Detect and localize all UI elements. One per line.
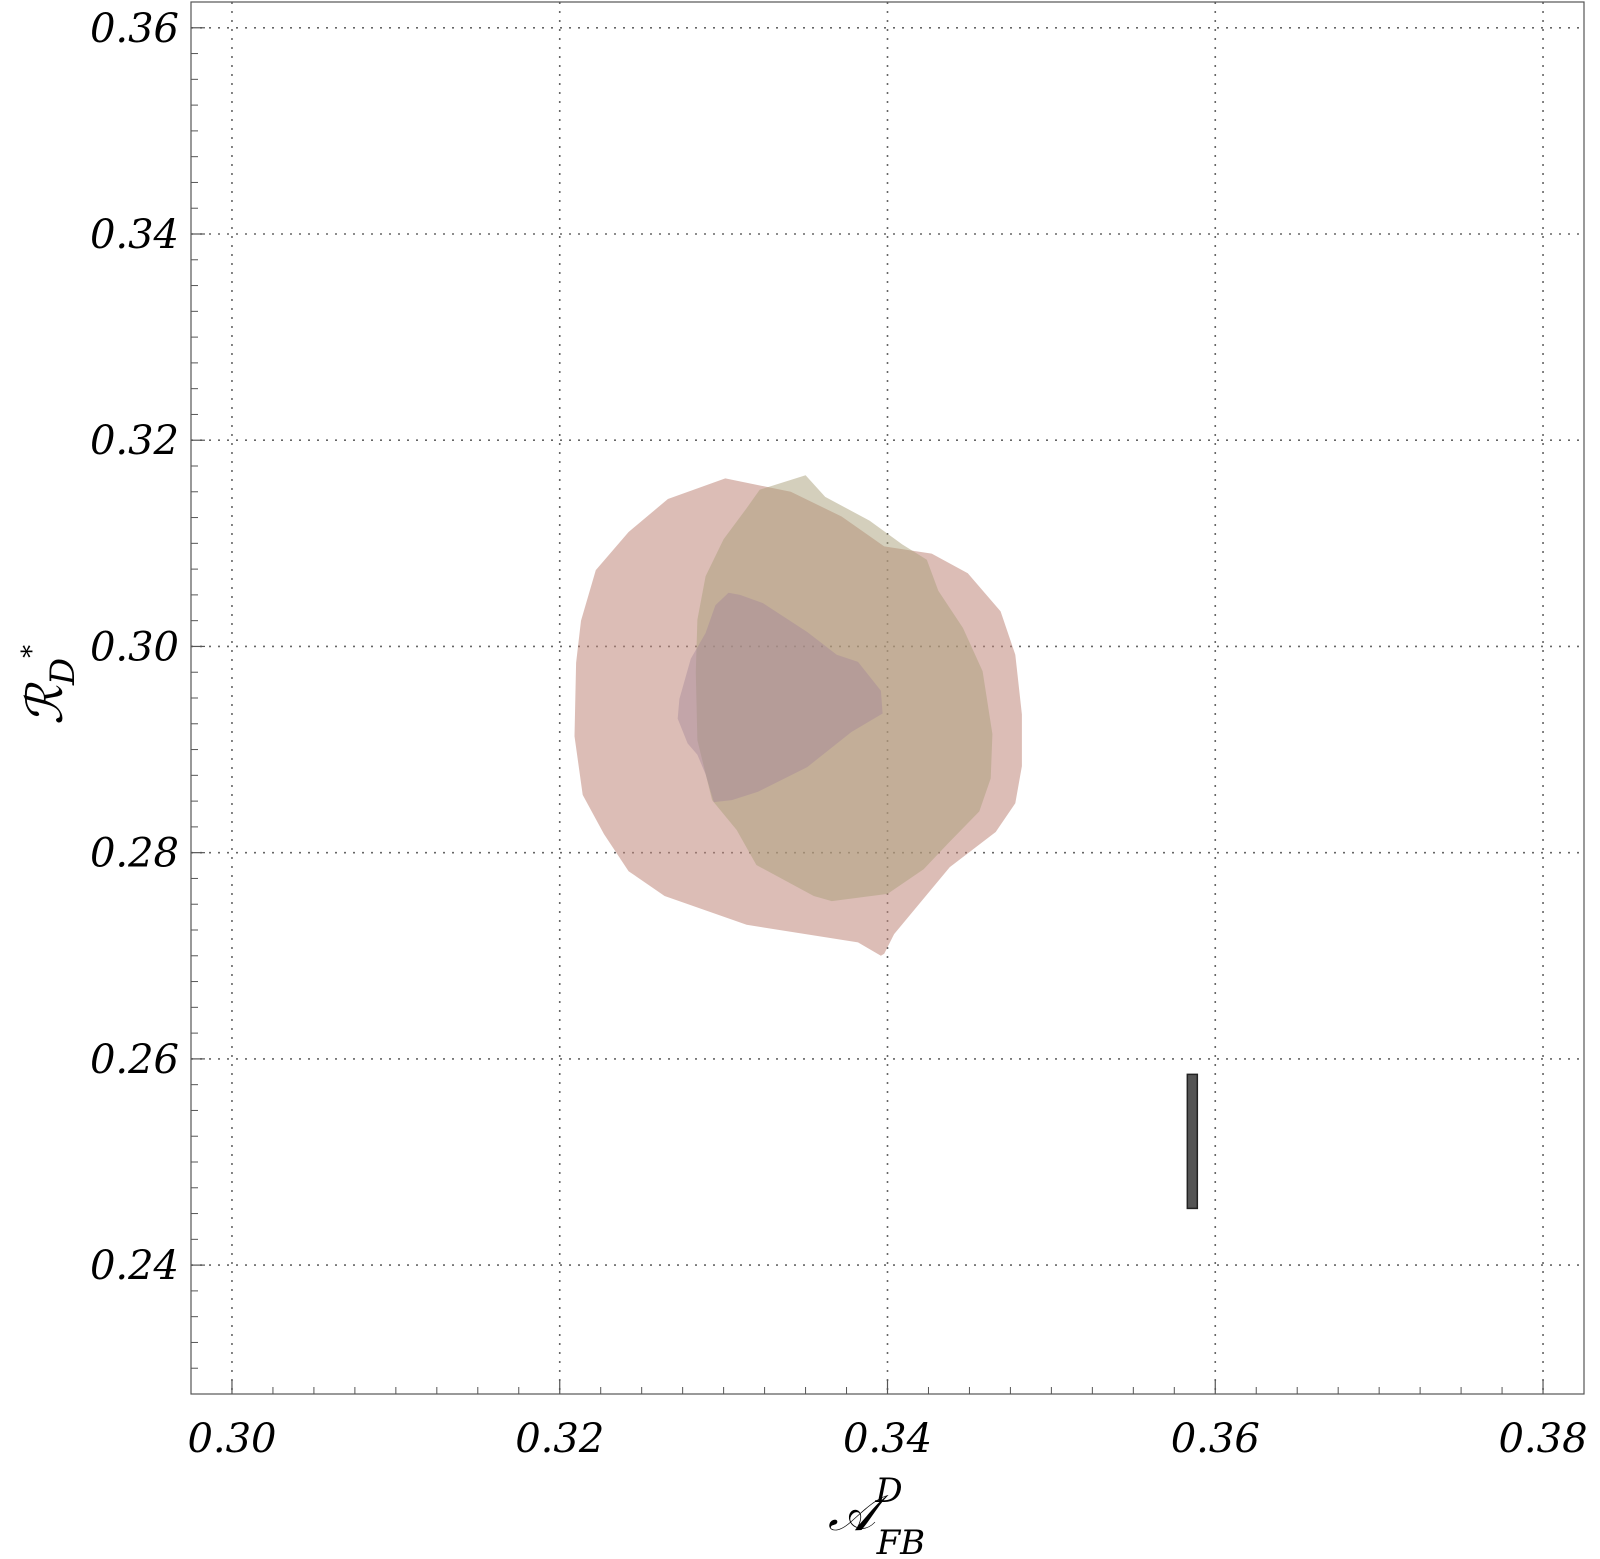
y-tick-label: 0.34 <box>90 212 179 258</box>
x-tick-label: 0.34 <box>843 1416 932 1462</box>
y-tick-label: 0.30 <box>90 624 179 670</box>
x-tick-label: 0.38 <box>1498 1416 1587 1462</box>
measurement-bar <box>1186 1073 1199 1210</box>
ticks: 0.30 0.32 0.34 0.36 0.38 0.24 0.26 0.28 0.30 0.32… <box>90 1 1588 1462</box>
marker-layer <box>1186 1073 1199 1210</box>
y-tick-label: 0.26 <box>90 1037 179 1083</box>
x-axis-label: 𝒜D FB <box>828 1471 925 1559</box>
confidence-regions <box>574 475 1022 956</box>
y-tick-label: 0.24 <box>90 1243 179 1289</box>
y-axis-label: ℛD* <box>16 645 83 725</box>
y-tick-label: 0.32 <box>90 418 179 464</box>
x-tick-label: 0.36 <box>1171 1416 1260 1462</box>
middle-confidence-region <box>695 475 993 902</box>
small-confidence-region <box>677 592 883 803</box>
y-tick-label: 0.28 <box>90 831 179 877</box>
y-tick-label: 0.36 <box>90 6 179 52</box>
x-tick-label: 0.32 <box>515 1416 604 1462</box>
x-tick-label: 0.30 <box>187 1416 276 1462</box>
